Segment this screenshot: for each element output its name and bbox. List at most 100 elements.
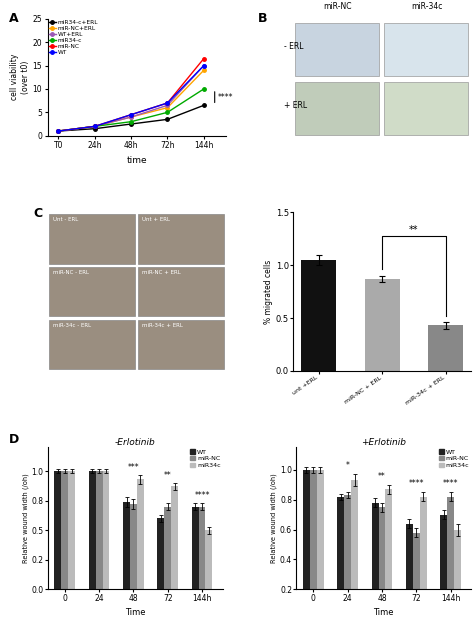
miR34-c+ERL <box>56 127 61 135</box>
Bar <box>384 23 468 76</box>
Text: ****: **** <box>443 479 458 488</box>
miR34-c <box>56 127 61 135</box>
miR34-c+ERL <box>165 115 170 123</box>
Bar <box>378 507 386 619</box>
Line: miR-NC: miR-NC <box>57 57 206 133</box>
Text: **: ** <box>378 472 386 481</box>
miR-NC+ERL <box>165 104 170 112</box>
WT <box>92 123 98 130</box>
Text: A: A <box>9 12 18 25</box>
Bar <box>413 532 420 619</box>
Text: + ERL: + ERL <box>284 101 307 110</box>
Bar <box>139 320 224 369</box>
Bar <box>365 279 400 371</box>
miR-NC <box>129 111 134 119</box>
WT+ERL <box>165 102 170 109</box>
Legend: WT, miR-NC, miR34c: WT, miR-NC, miR34c <box>190 450 221 468</box>
Text: Unt - ERL: Unt - ERL <box>53 217 78 222</box>
Bar <box>303 470 310 619</box>
Bar <box>310 470 317 619</box>
Bar <box>386 489 392 619</box>
Text: ***: *** <box>128 463 139 472</box>
Bar <box>102 471 109 589</box>
Text: miR-34c + ERL: miR-34c + ERL <box>142 323 183 328</box>
Text: Unt + ERL: Unt + ERL <box>142 217 170 222</box>
X-axis label: Time: Time <box>125 608 145 617</box>
Y-axis label: Relative wound width (/oh): Relative wound width (/oh) <box>22 473 29 563</box>
Bar <box>440 515 447 619</box>
miR34-c+ERL <box>129 120 134 128</box>
Text: **: ** <box>164 471 172 480</box>
Bar <box>123 502 130 589</box>
Bar <box>61 471 68 589</box>
WT+ERL <box>56 127 61 135</box>
X-axis label: Time: Time <box>374 608 394 617</box>
Text: miR-34c: miR-34c <box>411 3 442 11</box>
miR-NC+ERL <box>92 123 98 130</box>
Bar <box>384 82 468 135</box>
Text: miR-34c - ERL: miR-34c - ERL <box>53 323 91 328</box>
Bar <box>139 214 224 263</box>
miR34-c <box>201 85 207 93</box>
Bar <box>164 507 171 589</box>
Bar <box>351 480 358 619</box>
Line: WT+ERL: WT+ERL <box>57 64 206 133</box>
Y-axis label: Relative wound width (/oh): Relative wound width (/oh) <box>271 473 277 563</box>
Line: miR34-c: miR34-c <box>57 87 206 133</box>
miR34-c+ERL <box>92 125 98 132</box>
Bar <box>295 23 379 76</box>
Legend: WT, miR-NC, miR34c: WT, miR-NC, miR34c <box>439 450 469 468</box>
Bar <box>137 480 144 589</box>
Bar <box>428 325 463 371</box>
Bar <box>295 82 379 135</box>
miR-NC <box>201 55 207 62</box>
WT+ERL <box>129 113 134 121</box>
WT <box>201 62 207 70</box>
Bar <box>301 260 336 371</box>
miR34-c+ERL <box>201 102 207 109</box>
Line: miR34-c+ERL: miR34-c+ERL <box>57 103 206 133</box>
WT <box>129 111 134 119</box>
Text: D: D <box>9 433 20 446</box>
Line: miR-NC+ERL: miR-NC+ERL <box>57 68 206 133</box>
WT+ERL <box>92 123 98 130</box>
Text: *: * <box>346 461 349 470</box>
Bar <box>447 497 454 619</box>
Bar <box>68 471 75 589</box>
Text: - ERL: - ERL <box>284 43 304 51</box>
Text: miR-NC + ERL: miR-NC + ERL <box>142 270 181 275</box>
Legend: miR34-c+ERL, miR-NC+ERL, WT+ERL, miR34-c, miR-NC, WT: miR34-c+ERL, miR-NC+ERL, WT+ERL, miR34-c… <box>49 20 98 55</box>
X-axis label: time: time <box>126 156 147 165</box>
miR-NC+ERL <box>129 113 134 121</box>
Text: B: B <box>258 12 267 25</box>
miR-NC+ERL <box>201 66 207 74</box>
Bar <box>171 487 178 589</box>
Title: -Erlotinib: -Erlotinib <box>115 438 156 446</box>
Bar <box>454 530 461 619</box>
Bar <box>50 214 135 263</box>
Text: ****: **** <box>194 492 210 500</box>
Bar <box>50 320 135 369</box>
WT <box>56 127 61 135</box>
Text: ****: **** <box>408 479 424 488</box>
Bar <box>89 471 96 589</box>
miR34-c <box>92 123 98 130</box>
Bar <box>420 497 426 619</box>
Bar <box>198 507 206 589</box>
Bar <box>139 266 224 317</box>
miR-NC <box>56 127 61 135</box>
Text: miR-NC - ERL: miR-NC - ERL <box>53 270 89 275</box>
Y-axis label: cell viability
(over t0): cell viability (over t0) <box>10 54 30 100</box>
Y-axis label: % migrated cells: % migrated cells <box>264 260 273 324</box>
WT+ERL <box>201 62 207 70</box>
Text: ****: **** <box>218 93 233 102</box>
Bar <box>192 507 198 589</box>
miR-NC <box>165 99 170 107</box>
Bar <box>96 471 102 589</box>
Bar <box>317 470 324 619</box>
Line: WT: WT <box>57 64 206 133</box>
Bar <box>406 524 413 619</box>
Bar <box>54 471 61 589</box>
WT <box>165 99 170 107</box>
Text: C: C <box>33 208 42 221</box>
